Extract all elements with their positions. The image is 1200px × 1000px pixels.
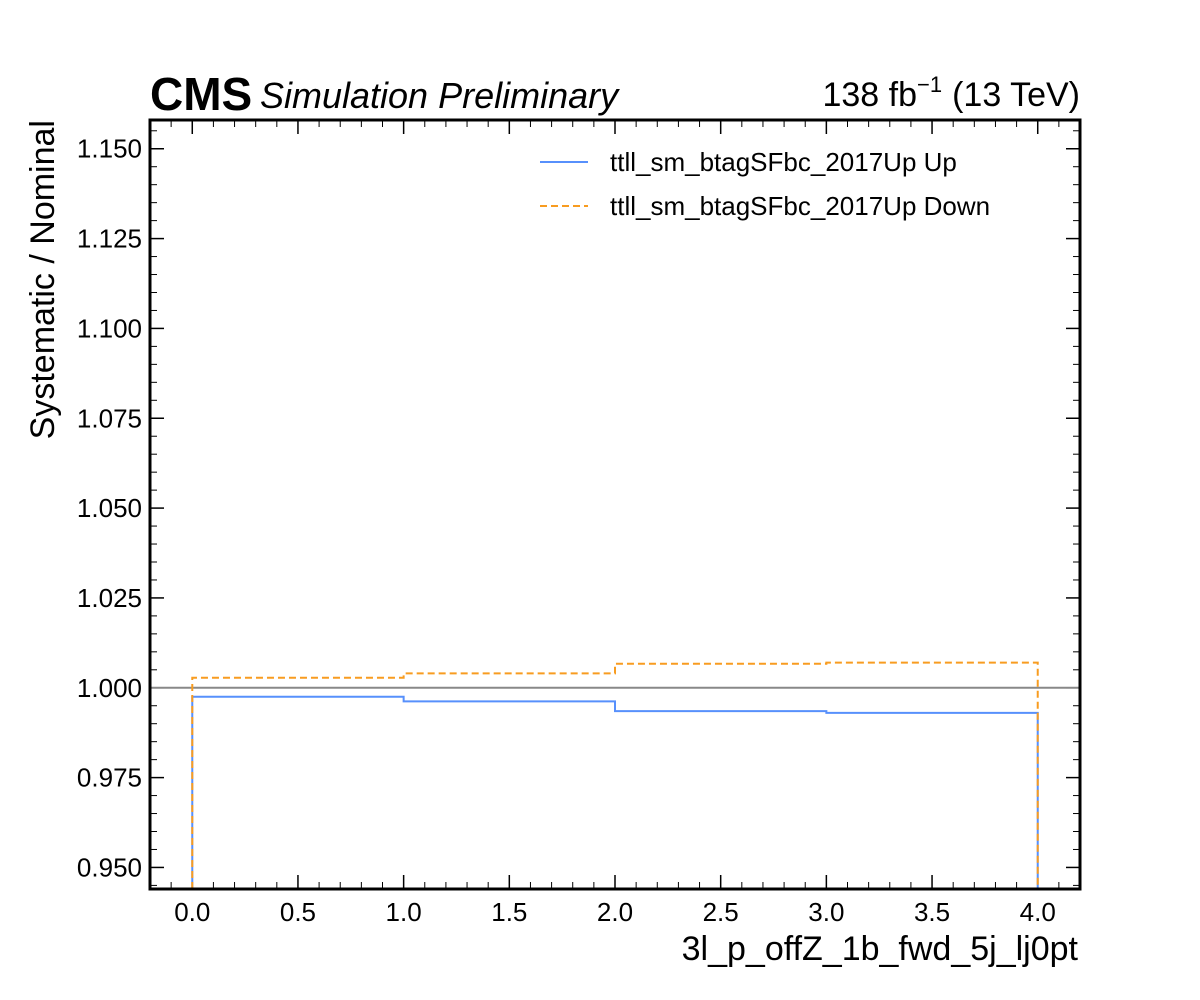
y-tick-label: 1.025 bbox=[77, 583, 142, 613]
energy-label: (13 TeV) bbox=[952, 76, 1080, 114]
x-tick-label: 4.0 bbox=[1020, 897, 1056, 927]
axis-ticks: 0.0 0.5 1.0 1.5 2.0 2.5 3.0 3.5 4.0 0.950 0.975 1.0… bbox=[77, 120, 1080, 927]
legend-entry-label: ttll_sm_btagSFbc_2017Up Up bbox=[610, 147, 957, 177]
x-tick-label: 0.5 bbox=[280, 897, 316, 927]
series-line-up bbox=[191, 695, 1039, 889]
legend-entry-label: ttll_sm_btagSFbc_2017Up Down bbox=[610, 191, 990, 221]
x-tick-label: 1.0 bbox=[386, 897, 422, 927]
x-tick-label: 3.5 bbox=[914, 897, 950, 927]
series-line-down bbox=[191, 661, 1039, 889]
lumi-exponent: −1 bbox=[917, 72, 942, 97]
lumi-label: 138 fb−1 (13 TeV) bbox=[822, 72, 1080, 114]
y-tick-label: 1.125 bbox=[77, 224, 142, 254]
x-tick-label: 0.0 bbox=[174, 897, 210, 927]
x-tick-label: 2.5 bbox=[703, 897, 739, 927]
x-tick-label: 1.5 bbox=[491, 897, 527, 927]
lumi-value: 138 fb bbox=[822, 76, 917, 114]
x-tick-label: 3.0 bbox=[808, 897, 844, 927]
cms-label: CMS bbox=[150, 68, 252, 120]
y-tick-label: 1.050 bbox=[77, 493, 142, 523]
y-tick-label: 1.075 bbox=[77, 403, 142, 433]
series-layer bbox=[191, 661, 1039, 889]
y-tick-label: 1.000 bbox=[77, 673, 142, 703]
y-tick-label: 1.150 bbox=[77, 134, 142, 164]
y-tick-label: 0.950 bbox=[77, 852, 142, 882]
plot-frame bbox=[148, 118, 1082, 891]
status-label: Simulation Preliminary bbox=[260, 75, 620, 116]
legend: ttll_sm_btagSFbc_2017Up Up ttll_sm_btagSF… bbox=[540, 147, 990, 221]
x-axis-label: 3l_p_offZ_1b_fwd_5j_lj0pt bbox=[682, 930, 1079, 968]
x-tick-label: 2.0 bbox=[597, 897, 633, 927]
y-tick-label: 1.100 bbox=[77, 313, 142, 343]
y-axis-label: Systematic / Nominal bbox=[24, 120, 62, 439]
y-tick-label: 0.975 bbox=[77, 763, 142, 793]
